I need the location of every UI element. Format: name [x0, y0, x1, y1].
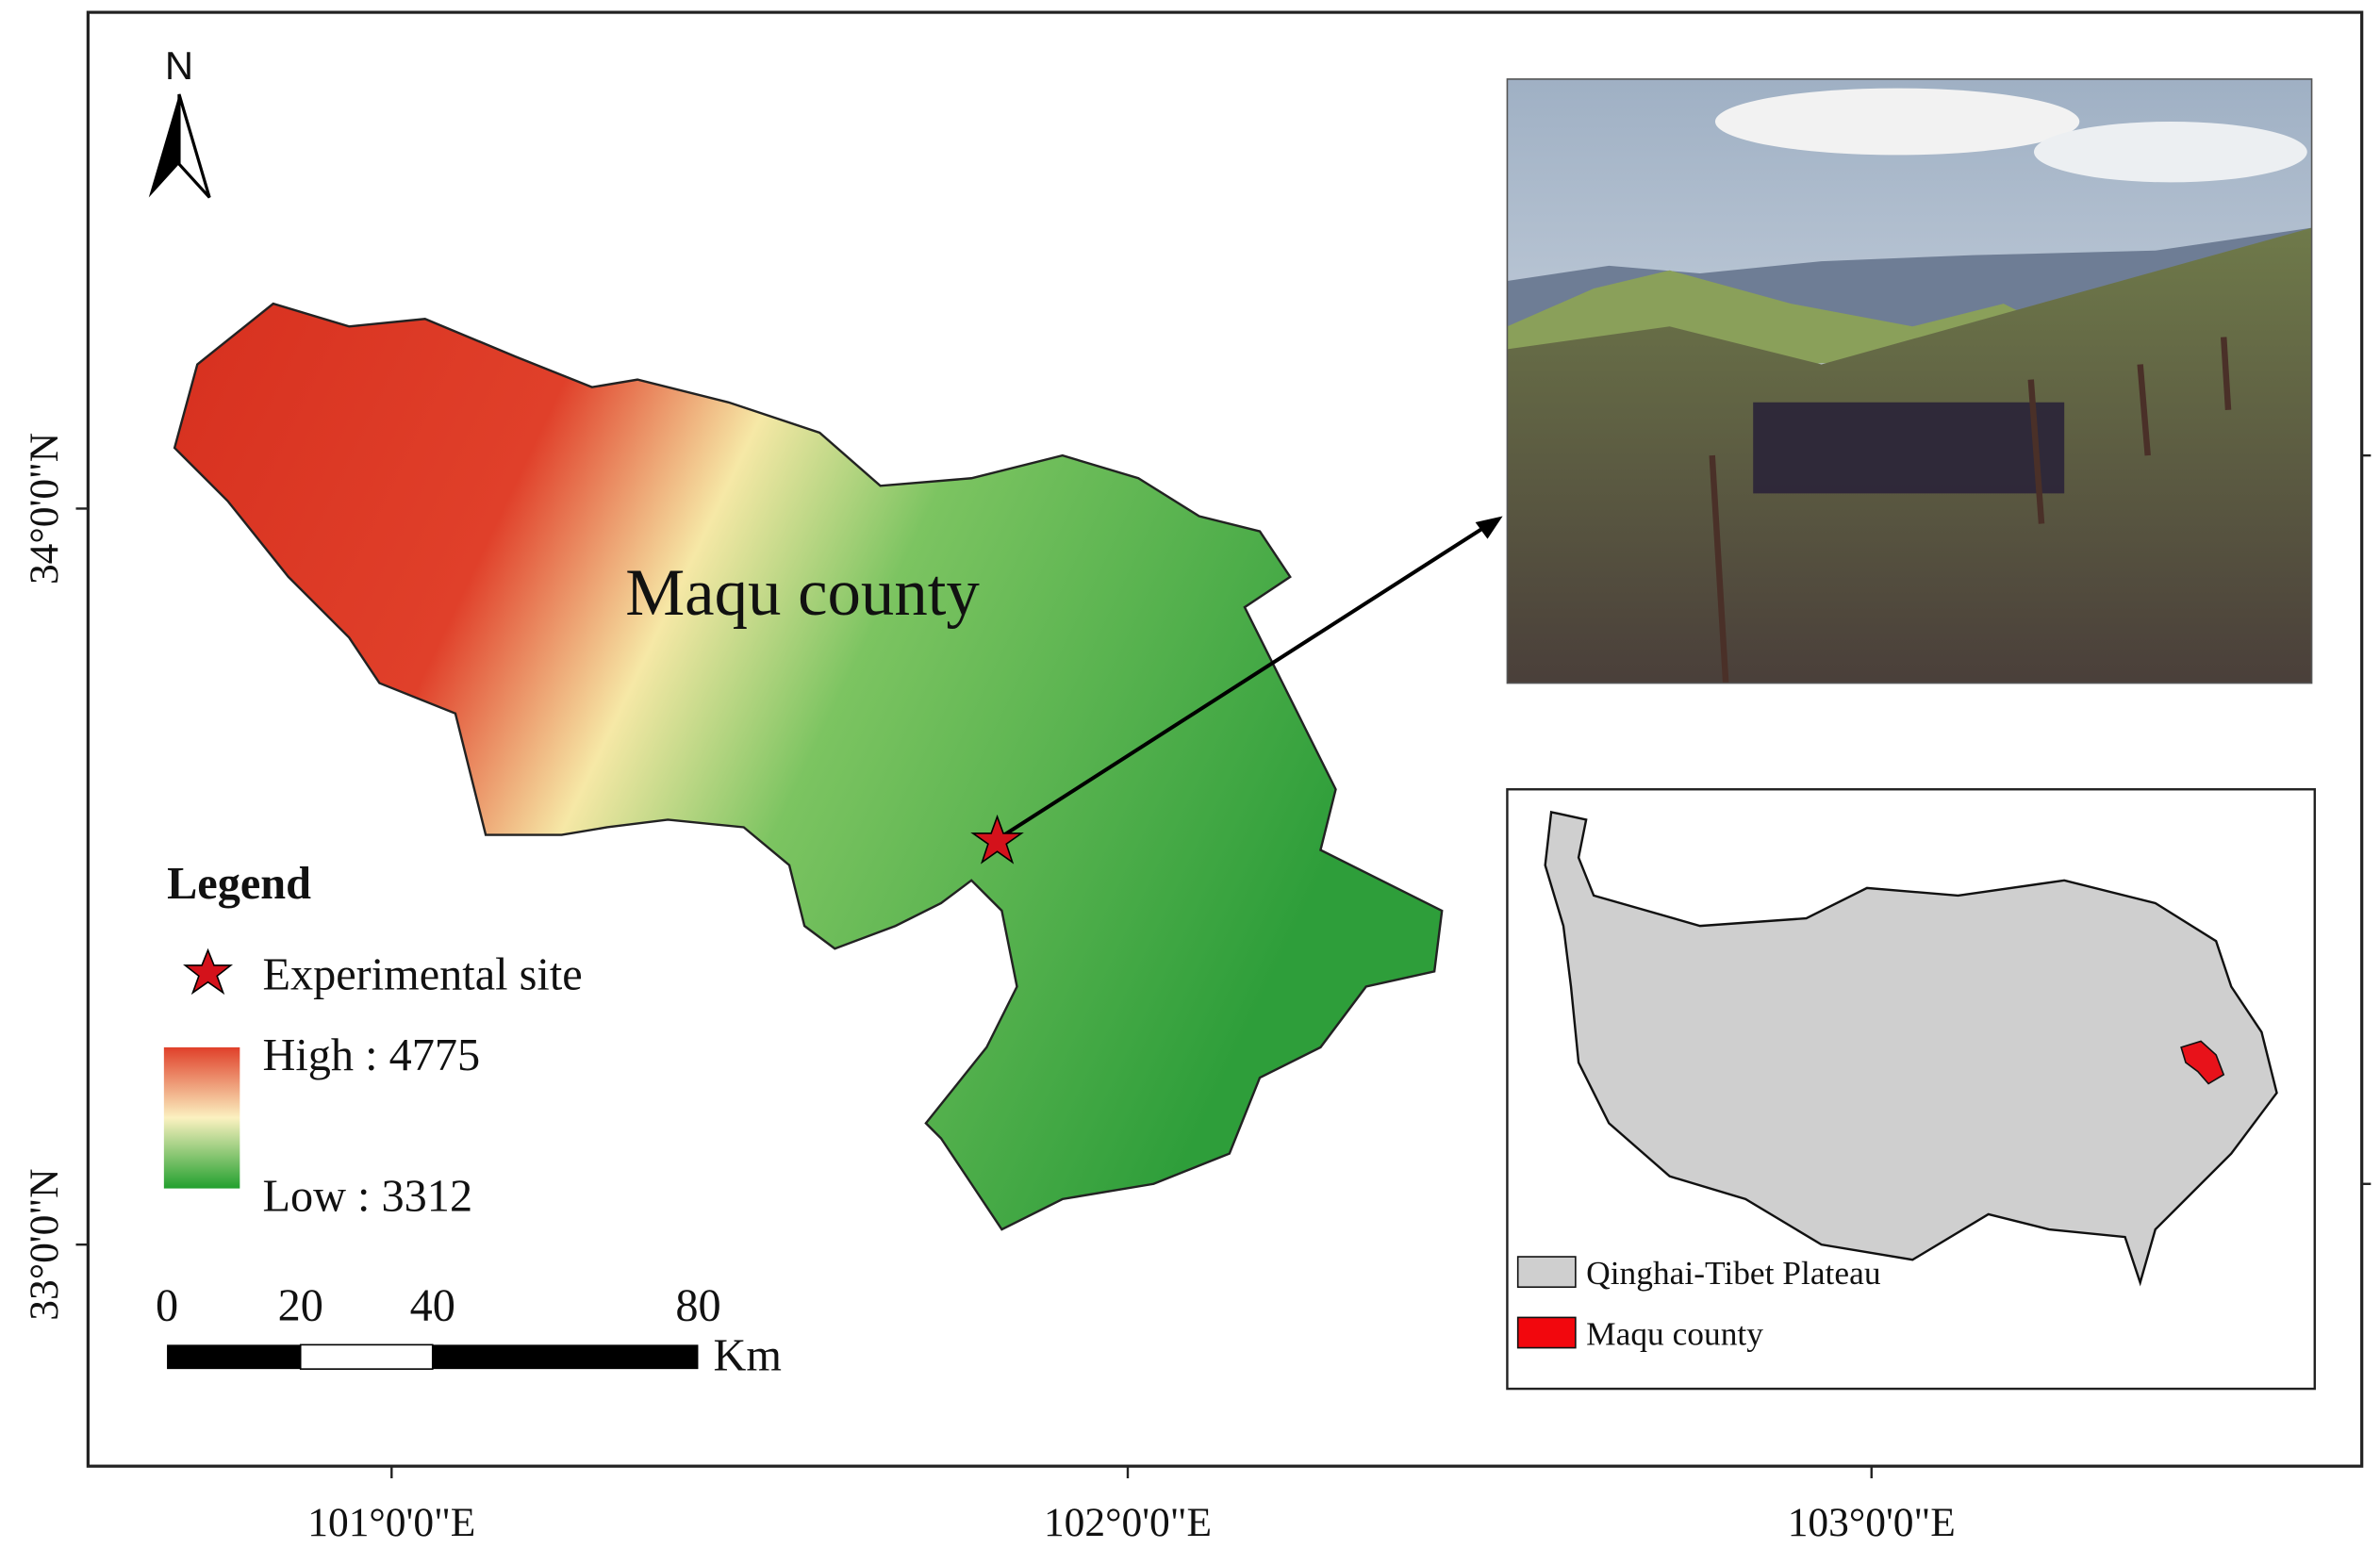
y-axis-label: 33°0'0"N	[22, 1169, 67, 1321]
legend-star	[183, 947, 234, 996]
site-star	[970, 814, 1024, 865]
legend-label: High : 4775	[262, 1030, 480, 1080]
scale-unit: Km	[714, 1331, 782, 1381]
county-label: Maqu county	[625, 556, 980, 630]
scale-bar	[167, 1343, 699, 1370]
inset-legend-label: Maqu county	[1586, 1314, 1763, 1352]
arrow-head	[1475, 516, 1503, 539]
north-arrow	[148, 93, 211, 199]
legend-swatch	[1516, 1256, 1577, 1289]
scale-label: 40	[410, 1281, 455, 1331]
county-dem	[173, 302, 1444, 1231]
frame-ticks	[75, 453, 2372, 1479]
legend-title: Legend	[167, 859, 311, 909]
legend-label: Low : 3312	[262, 1172, 472, 1222]
legend-swatch	[1516, 1316, 1577, 1349]
scale-label: 80	[675, 1281, 720, 1331]
map-frame	[86, 10, 2364, 1468]
x-axis-label: 102°0'0"E	[1044, 1500, 1212, 1545]
elevation-bar	[163, 1046, 240, 1189]
scale-label: 20	[278, 1281, 323, 1331]
legend-label: Experimental site	[262, 950, 582, 1000]
north-label: N	[165, 43, 193, 88]
inset-legend-label: Qinghai-Tibet Plateau	[1586, 1254, 1881, 1292]
y-axis-label: 34°0'0"N	[22, 433, 67, 585]
x-axis-label: 101°0'0"E	[307, 1500, 475, 1545]
x-axis-label: 103°0'0"E	[1788, 1500, 1956, 1545]
plateau-shape	[1544, 810, 2278, 1287]
scale-label: 0	[156, 1281, 178, 1331]
pointer-arrow	[996, 523, 1489, 842]
maqu-inset	[2180, 1040, 2225, 1085]
site-photo	[1506, 78, 2313, 684]
